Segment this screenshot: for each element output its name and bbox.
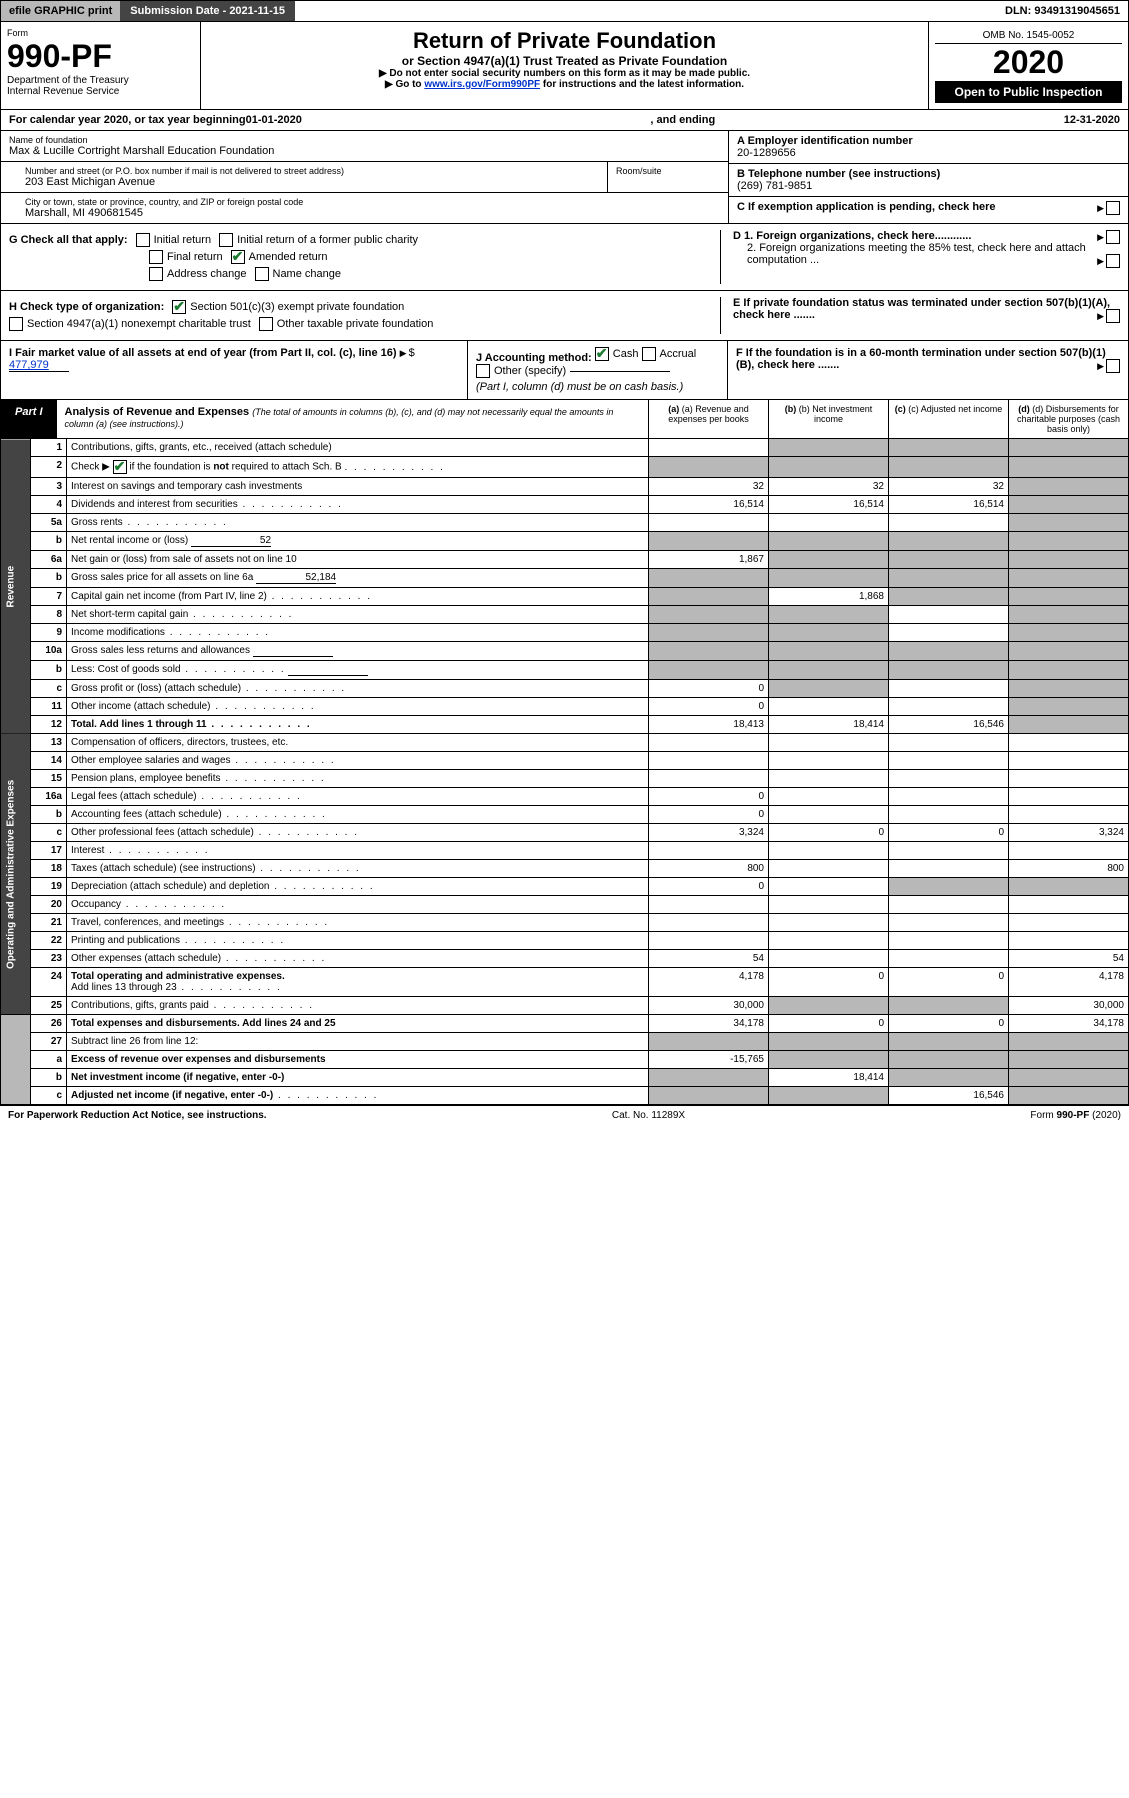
c-exemption-label: C If exemption application is pending, c… <box>737 201 996 213</box>
col-c-header: (c) (c) Adjusted net income <box>888 400 1008 438</box>
footer-mid: Cat. No. 11289X <box>267 1110 1031 1121</box>
col-d-header: (d) (d) Disbursements for charitable pur… <box>1008 400 1128 438</box>
g-d-row: G Check all that apply: Initial return I… <box>0 224 1129 291</box>
omb-number: OMB No. 1545-0052 <box>935 28 1122 44</box>
address-label: Number and street (or P.O. box number if… <box>25 166 599 176</box>
ein-value: 20-1289656 <box>737 147 1120 159</box>
i-j-f-row: I Fair market value of all assets at end… <box>0 341 1129 400</box>
address-change-checkbox[interactable] <box>149 267 163 281</box>
c-exemption-checkbox[interactable] <box>1106 201 1120 215</box>
footer-left: For Paperwork Reduction Act Notice, see … <box>8 1110 267 1121</box>
calendar-year-row: For calendar year 2020, or tax year begi… <box>0 110 1129 131</box>
10a-input[interactable] <box>253 645 333 657</box>
form-link[interactable]: www.irs.gov/Form990PF <box>424 79 540 90</box>
ein-label: A Employer identification number <box>737 135 1120 147</box>
revenue-vlabel: Revenue <box>1 439 31 734</box>
foundation-name-label: Name of foundation <box>9 135 720 145</box>
h-label: H Check type of organization: <box>9 301 164 313</box>
j-label: J Accounting method: <box>476 352 592 364</box>
city-value: Marshall, MI 490681545 <box>25 207 720 219</box>
form-subtitle: or Section 4947(a)(1) Trust Treated as P… <box>207 54 922 68</box>
name-ein-row: Name of foundation Max & Lucille Cortrig… <box>0 131 1129 224</box>
d2-checkbox[interactable] <box>1106 254 1120 268</box>
part1-tab: Part I <box>1 400 57 438</box>
amended-return-checkbox[interactable] <box>231 250 245 264</box>
phone-value: (269) 781-9851 <box>737 180 1120 192</box>
tax-year-end: 12-31-2020 <box>1064 114 1120 126</box>
other-taxable-checkbox[interactable] <box>259 317 273 331</box>
d2-label: 2. Foreign organizations meeting the 85%… <box>733 242 1120 266</box>
other-method-checkbox[interactable] <box>476 364 490 378</box>
address-value: 203 East Michigan Avenue <box>25 176 599 188</box>
city-label: City or town, state or province, country… <box>25 197 720 207</box>
d1-checkbox[interactable] <box>1106 230 1120 244</box>
form-header: Form 990-PF Department of the Treasury I… <box>0 22 1129 110</box>
part1-table: Revenue 1Contributions, gifts, grants, e… <box>0 439 1129 1105</box>
e-label: E If private foundation status was termi… <box>733 297 1110 321</box>
instr-link-row: ▶ Go to www.irs.gov/Form990PF for instru… <box>207 79 922 90</box>
expenses-vlabel: Operating and Administrative Expenses <box>1 734 31 1015</box>
accrual-checkbox[interactable] <box>642 347 656 361</box>
schb-checkbox[interactable] <box>113 460 127 474</box>
form-number: 990-PF <box>7 38 194 75</box>
open-to-public: Open to Public Inspection <box>935 81 1122 103</box>
10b-input[interactable] <box>288 664 368 676</box>
room-suite-label: Room/suite <box>608 162 728 192</box>
irs-label: Internal Revenue Service <box>7 86 194 97</box>
foundation-name: Max & Lucille Cortright Marshall Educati… <box>9 145 720 157</box>
col-a-header: (a) (a) Revenue and expenses per books <box>648 400 768 438</box>
5b-input[interactable] <box>191 535 271 547</box>
tax-year: 2020 <box>935 44 1122 81</box>
6b-input[interactable] <box>256 572 336 584</box>
top-bar: efile GRAPHIC print Submission Date - 20… <box>0 0 1129 22</box>
footer-right: Form 990-PF (2020) <box>1030 1110 1121 1121</box>
i-label: I Fair market value of all assets at end… <box>9 347 397 359</box>
initial-former-checkbox[interactable] <box>219 233 233 247</box>
s4947-checkbox[interactable] <box>9 317 23 331</box>
col-b-header: (b) (b) Net investment income <box>768 400 888 438</box>
instr-ssn: ▶ Do not enter social security numbers o… <box>207 68 922 79</box>
efile-label[interactable]: efile GRAPHIC print <box>1 1 120 21</box>
d1-label: D 1. Foreign organizations, check here..… <box>733 230 1120 242</box>
f-label: F If the foundation is in a 60-month ter… <box>736 347 1106 371</box>
dept-label: Department of the Treasury <box>7 75 194 86</box>
form-label: Form <box>7 28 194 38</box>
h-e-row: H Check type of organization: Section 50… <box>0 291 1129 341</box>
i-value[interactable]: 477,979 <box>9 359 69 372</box>
initial-return-checkbox[interactable] <box>136 233 150 247</box>
name-change-checkbox[interactable] <box>255 267 269 281</box>
final-return-checkbox[interactable] <box>149 250 163 264</box>
j-note: (Part I, column (d) must be on cash basi… <box>476 381 719 393</box>
s501-checkbox[interactable] <box>172 300 186 314</box>
f-checkbox[interactable] <box>1106 359 1120 373</box>
tax-year-begin: 01-01-2020 <box>246 114 302 126</box>
phone-label: B Telephone number (see instructions) <box>737 168 1120 180</box>
form-title: Return of Private Foundation <box>207 28 922 54</box>
submission-date: Submission Date - 2021-11-15 <box>120 1 295 21</box>
cash-checkbox[interactable] <box>595 347 609 361</box>
part1-header: Part I Analysis of Revenue and Expenses … <box>0 400 1129 439</box>
dln-label: DLN: 93491319045651 <box>997 1 1128 21</box>
page-footer: For Paperwork Reduction Act Notice, see … <box>0 1105 1129 1125</box>
e-checkbox[interactable] <box>1106 309 1120 323</box>
g-label: G Check all that apply: <box>9 234 128 246</box>
part1-title: Analysis of Revenue and Expenses <box>65 406 250 418</box>
